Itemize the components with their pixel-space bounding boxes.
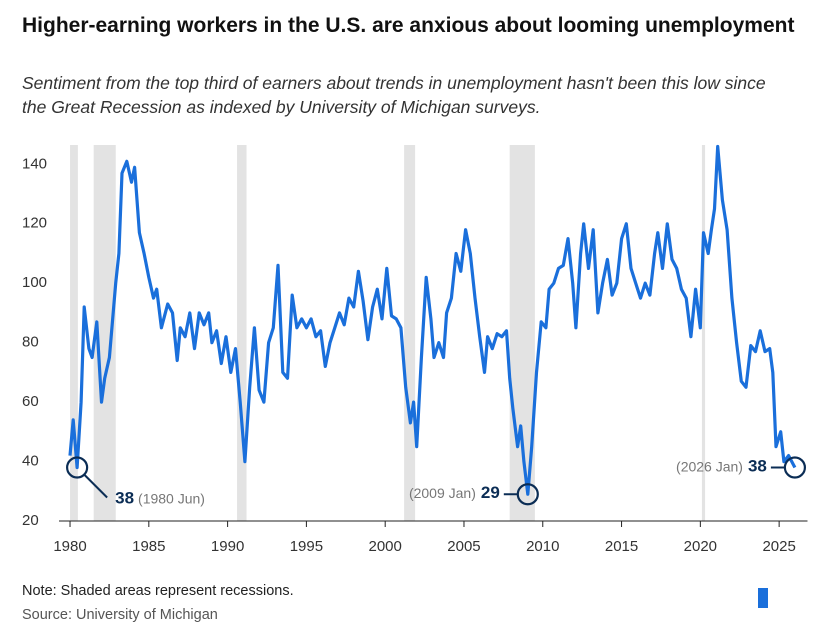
y-tick-label: 100 — [22, 274, 47, 291]
chart-subtitle: Sentiment from the top third of earners … — [22, 73, 766, 117]
source: Source: University of Michigan — [22, 607, 218, 623]
annotation-label: (2009 Jan) 29 — [409, 484, 500, 503]
y-tick-label: 40 — [22, 453, 39, 470]
x-tick-label: 1985 — [132, 538, 165, 555]
recession-band — [93, 145, 116, 521]
annotation-label: 38 (1980 Jun) — [115, 489, 205, 508]
annotation-label: (2026 Jan) 38 — [676, 457, 767, 476]
logo — [758, 588, 768, 608]
x-tick-label: 1990 — [211, 538, 244, 555]
recession-band — [70, 145, 78, 521]
x-tick-label: 2000 — [369, 538, 402, 555]
y-tick-label: 80 — [22, 334, 39, 351]
x-tick-label: 2005 — [447, 538, 480, 555]
y-tick-label: 60 — [22, 393, 39, 410]
recession-band — [237, 145, 247, 521]
x-tick-label: 1995 — [290, 538, 323, 555]
chart-title: Higher-earning workers in the U.S. are a… — [22, 14, 794, 37]
x-tick-label: 2010 — [526, 538, 559, 555]
recession-band — [404, 145, 416, 521]
x-tick-label: 2020 — [684, 538, 717, 555]
x-tick-label: 2015 — [605, 538, 638, 555]
recession-band — [701, 145, 706, 521]
y-tick-label: 120 — [22, 215, 47, 232]
x-tick-label: 2025 — [762, 538, 795, 555]
x-tick-label: 1980 — [53, 538, 86, 555]
annotation-circle — [66, 456, 89, 479]
y-tick-label: 140 — [22, 155, 47, 172]
y-tick-label: 20 — [22, 512, 39, 529]
annotation-leader — [83, 473, 108, 499]
line — [68, 144, 797, 496]
note: Note: Shaded areas represent recessions. — [22, 583, 294, 599]
